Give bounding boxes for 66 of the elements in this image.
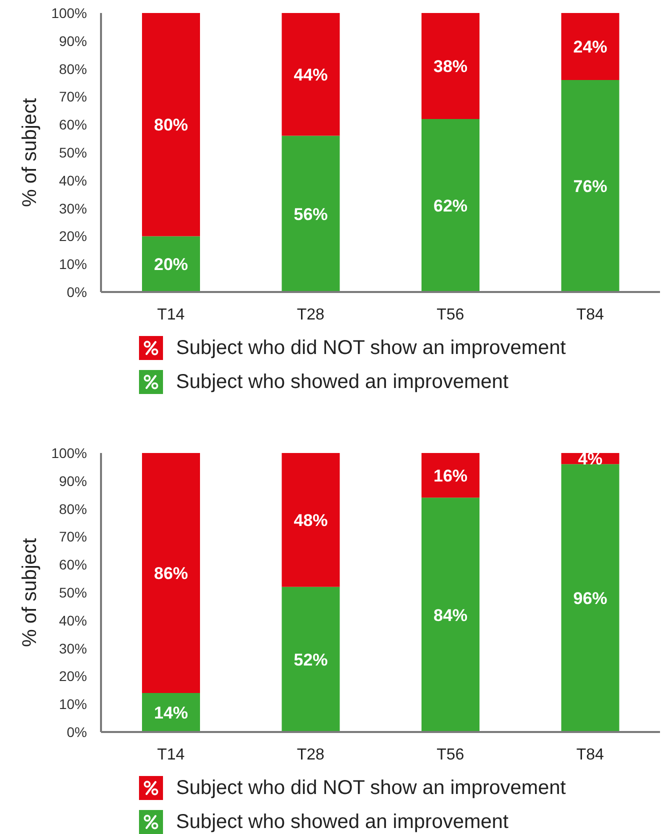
data-label: 84% — [433, 606, 468, 625]
y-tick-label: 50% — [58, 144, 87, 160]
data-label: 44% — [294, 65, 328, 84]
bar — [422, 13, 480, 120]
y-axis-title: % of subject — [19, 98, 41, 207]
data-label: 76% — [573, 177, 608, 196]
x-tick-label: T14 — [157, 746, 185, 764]
x-tick-label: T84 — [576, 746, 604, 764]
bar — [282, 136, 340, 292]
bar — [422, 498, 480, 732]
x-tick-label: T28 — [296, 746, 325, 764]
data-label: 24% — [573, 38, 608, 57]
bar — [282, 13, 340, 136]
data-label: 48% — [294, 510, 328, 530]
legend-label: Subject who showed an improvement — [176, 370, 508, 394]
y-tick-label: 90% — [58, 472, 87, 489]
legend-label: Subject who showed an improvement — [176, 810, 508, 834]
data-label: 38% — [433, 57, 468, 76]
bar — [282, 453, 340, 587]
y-tick-label: 20% — [58, 228, 87, 244]
data-label: 52% — [294, 650, 328, 670]
y-tick-label: 30% — [58, 640, 87, 656]
y-tick-label: 0% — [66, 284, 87, 300]
bar — [422, 453, 480, 498]
x-tick-label: T28 — [296, 306, 325, 324]
bar — [142, 453, 200, 693]
x-tick-label: T56 — [436, 746, 464, 764]
y-axis-title: % of subject — [19, 538, 41, 647]
y-tick-label: 50% — [58, 584, 87, 600]
data-label: 96% — [573, 589, 608, 608]
bar — [561, 13, 620, 80]
data-label: 4% — [578, 450, 603, 469]
x-tick-label: T84 — [576, 306, 604, 324]
bar — [561, 80, 620, 292]
y-tick-label: 0% — [66, 724, 87, 740]
data-label: 86% — [154, 564, 188, 584]
data-label: 80% — [154, 116, 188, 135]
data-label: 62% — [433, 196, 468, 216]
data-label: 14% — [154, 704, 188, 723]
y-tick-label: 100% — [51, 4, 87, 21]
x-tick-label: T14 — [157, 306, 185, 324]
y-tick-label: 80% — [58, 60, 87, 77]
legend-label: Subject who did NOT show an improvement — [176, 336, 566, 360]
y-tick-label: 20% — [58, 668, 87, 684]
y-tick-label: 60% — [58, 116, 87, 133]
y-tick-label: 40% — [58, 172, 87, 188]
y-tick-label: 40% — [58, 612, 87, 628]
y-tick-label: 100% — [51, 444, 87, 461]
y-tick-label: 10% — [58, 256, 87, 272]
data-label: 56% — [294, 204, 328, 224]
y-tick-label: 70% — [58, 88, 87, 105]
bar — [561, 464, 620, 732]
y-tick-label: 70% — [58, 528, 87, 545]
bar — [422, 119, 480, 292]
bar — [282, 586, 340, 732]
y-tick-label: 60% — [58, 556, 87, 573]
y-tick-label: 90% — [58, 32, 87, 49]
legend-label: Subject who did NOT show an improvement — [176, 776, 566, 800]
bar — [142, 236, 200, 292]
y-tick-label: 80% — [58, 500, 87, 517]
data-label: 16% — [433, 466, 468, 486]
bar — [142, 13, 200, 236]
y-tick-label: 10% — [58, 696, 87, 712]
data-label: 20% — [154, 255, 188, 274]
x-tick-label: T56 — [436, 306, 464, 324]
y-tick-label: 30% — [58, 200, 87, 216]
